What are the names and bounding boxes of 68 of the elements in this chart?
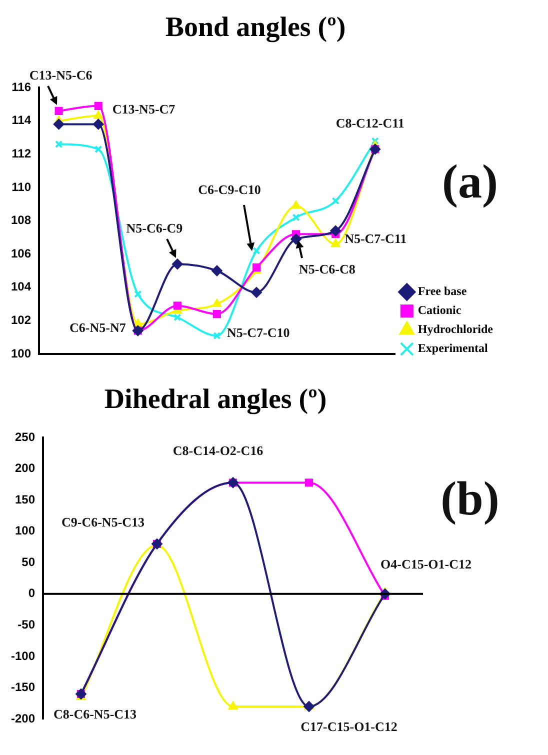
point	[291, 200, 301, 209]
point	[94, 110, 104, 119]
point	[54, 106, 63, 115]
y-tick-label: 110	[12, 180, 32, 194]
point	[304, 478, 314, 487]
y-tick-label: 102	[10, 313, 32, 328]
y-tick-label: 100	[14, 524, 36, 538]
point	[212, 310, 221, 318]
y-tick-label: 200	[14, 461, 36, 476]
point	[228, 700, 238, 710]
y-tick-label: -50	[18, 618, 36, 632]
point	[290, 234, 302, 245]
y-tick-label: 114	[12, 113, 32, 128]
point	[172, 258, 183, 270]
annotation: C6-N5-N7	[70, 320, 126, 336]
annotation: C8-C14-O2-C16	[172, 442, 264, 458]
point	[174, 314, 182, 322]
point	[292, 214, 300, 222]
point	[250, 286, 262, 298]
annotation: N5-C6-C8	[299, 261, 356, 276]
annotation: C9-C6-N5-C13	[61, 514, 146, 530]
legend-label: Cationic	[418, 303, 462, 318]
y-tick-label: 104	[10, 280, 32, 294]
point	[173, 302, 182, 310]
y-tick-label: 50	[22, 554, 36, 569]
legend-label: Experimental	[418, 341, 489, 356]
y-tick-label: 112	[12, 146, 32, 161]
y-tick-label: -200	[10, 711, 36, 726]
chart-title: Dihedral angles (º)	[104, 384, 327, 416]
point	[134, 290, 142, 298]
point	[94, 102, 102, 110]
point	[252, 263, 261, 272]
y-tick-label: 116	[12, 80, 32, 94]
legend-label: Free base	[418, 284, 468, 298]
chart-title: Bond angles (º)	[165, 12, 346, 44]
y-tick-label: 0	[28, 586, 36, 600]
text: (b)	[440, 472, 500, 526]
annotation: C8-C12-C11	[336, 116, 404, 131]
point	[94, 145, 102, 154]
point	[213, 332, 221, 340]
point	[371, 137, 379, 145]
y-tick-label: 150	[14, 492, 36, 506]
point	[252, 246, 260, 255]
text: C13-N5-C6	[29, 68, 93, 83]
y-tick-label: 100	[10, 346, 32, 360]
annotation: C6-C9-C10	[198, 182, 261, 197]
y-tick-label: -150	[10, 680, 36, 694]
annotation: O4-C15-O1-C12	[380, 556, 472, 572]
annotation: C17-C15-O1-C12	[300, 718, 398, 734]
point	[212, 298, 222, 308]
point	[92, 118, 104, 130]
annotation: N5-C7-C11	[344, 231, 407, 246]
point	[330, 238, 340, 248]
text: (a)	[442, 155, 498, 208]
point	[53, 118, 64, 130]
annotation: C13-N5-C7	[112, 102, 176, 117]
point	[332, 196, 340, 205]
annotation: C8-C6-N5-C13	[53, 706, 138, 722]
annotation: N5-C6-C9	[126, 220, 184, 236]
y-tick-label: 106	[10, 246, 32, 260]
legend-label: Hydrochloride	[418, 322, 494, 336]
y-tick-label: 250	[14, 430, 36, 444]
y-tick-label: -100	[10, 648, 36, 663]
point	[330, 225, 342, 236]
annotation: N5-C7-C10	[226, 325, 290, 340]
point	[211, 265, 222, 276]
point	[304, 700, 315, 712]
y-tick-label: 108	[10, 213, 32, 228]
